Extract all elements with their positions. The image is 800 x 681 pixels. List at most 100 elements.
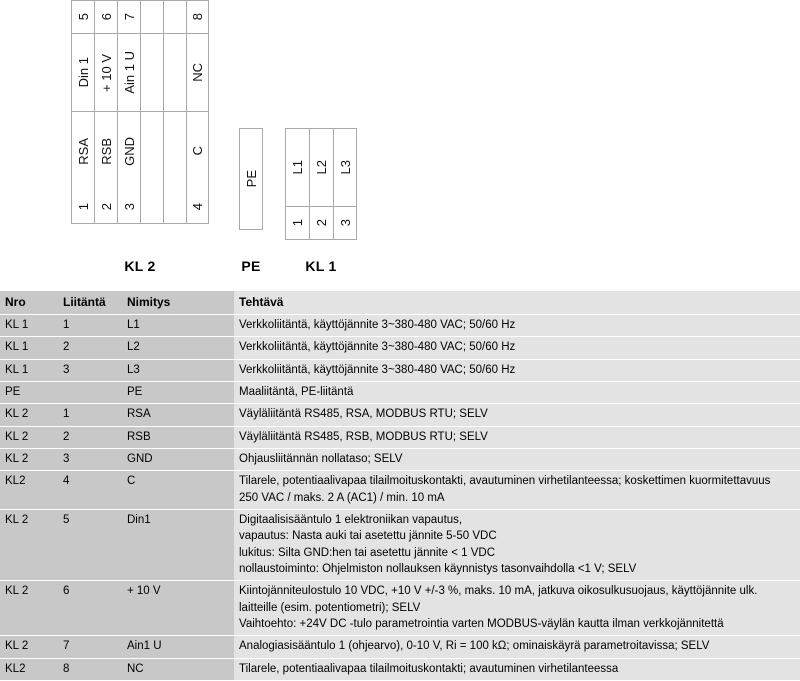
cell-tehtava: Tilarele, potentiaalivapaa tilailmoitusk…	[234, 658, 800, 680]
cell-tehtava: Verkkoliitäntä, käyttöjännite 3~380-480 …	[234, 315, 800, 337]
table-row: KL 2 7 Ain1 U Analogiasisääntulo 1 (ohjearv…	[0, 636, 800, 658]
tehtava-line: Väyläliitäntä RS485, RSA, MODBUS RTU; SE…	[239, 408, 488, 421]
kl2-bottom-label-5	[164, 112, 186, 190]
kl2-top-number-3-text: 7	[121, 13, 137, 21]
table-row: KL 1 3 L3 Verkkoliitäntä, käyttöjännite 3~3…	[0, 359, 800, 382]
kl1-label-2: L2	[310, 128, 333, 206]
cell-tehtava: Väyläliitäntä RS485, RSB, MODBUS RTU; SE…	[234, 426, 800, 448]
kl1-terminal-column-3: L3 3	[333, 128, 357, 240]
kl2-top-number-1-text: 5	[75, 13, 91, 21]
kl2-bottom-number-3: 3	[118, 190, 140, 224]
kl2-bottom-number-2-text: 2	[98, 202, 114, 211]
cell-nro: KL 2	[0, 636, 58, 658]
terminal-block-kl2: 5 Din 1 RSA 1 6 + 10 V RSB 2 7 Ain 1 U GND 3 8 NC C 4	[71, 0, 209, 224]
col-header-nimitys: Nimitys	[122, 291, 234, 315]
cell-tehtava: Maaliitäntä, PE-liitäntä	[234, 382, 800, 404]
kl2-top-label-2: + 10 V	[95, 34, 117, 112]
cell-liitanta: 2	[58, 426, 122, 448]
cell-nimitys: RSA	[122, 404, 234, 426]
cell-liitanta: 4	[58, 471, 122, 509]
kl2-top-number-6: 8	[187, 0, 208, 34]
table-header-row: Nro Liitäntä Nimitys Tehtävä	[0, 291, 800, 315]
terminal-block-pe: PE	[239, 128, 263, 230]
table-body: KL 1 1 L1 Verkkoliitäntä, käyttöjännite 3~3…	[0, 315, 800, 680]
table-row: KL2 8 NC Tilarele, potentiaalivapaa tilailm…	[0, 658, 800, 680]
kl2-top-label-6: NC	[187, 34, 208, 112]
table-row: KL 1 2 L2 Verkkoliitäntä, käyttöjännite 3~3…	[0, 337, 800, 359]
table-row: KL 2 5 Din1 Digitaalisisääntulo 1 elektroni…	[0, 509, 800, 581]
cell-nro: KL 2	[0, 404, 58, 426]
cell-nimitys: Din1	[122, 509, 234, 581]
kl2-bottom-number-6-text: 4	[190, 202, 205, 211]
kl2-terminal-column-4	[140, 0, 163, 224]
cell-tehtava: Digitaalisisääntulo 1 elektroniikan vapa…	[234, 509, 800, 581]
kl2-bottom-label-4	[141, 112, 163, 190]
cell-nimitys: L3	[122, 359, 234, 382]
cell-nimitys: Ain1 U	[122, 636, 234, 658]
tehtava-line: vapautus: Nasta auki tai asetettu jännit…	[239, 530, 497, 543]
kl2-bottom-label-1-text: RSA	[75, 137, 91, 165]
kl1-terminal-column-2: L2 2	[309, 128, 333, 240]
cell-nro: KL 2	[0, 509, 58, 581]
cell-nimitys: PE	[122, 382, 234, 404]
cell-liitanta: 8	[58, 658, 122, 680]
kl2-top-number-3: 7	[118, 0, 140, 34]
cell-nimitys: GND	[122, 449, 234, 471]
kl1-label-1: L1	[286, 128, 309, 206]
tehtava-line: Verkkoliitäntä, käyttöjännite 3~380-480 …	[239, 363, 516, 376]
cell-tehtava: Tilarele, potentiaalivapaa tilailmoitusk…	[234, 471, 800, 509]
tehtava-line: nollaustoiminto: Ohjelmiston nollauksen …	[239, 562, 637, 575]
terminal-block-diagram: 5 Din 1 RSA 1 6 + 10 V RSB 2 7 Ain 1 U GND 3 8 NC C 4 K…	[0, 0, 800, 288]
table-row: KL 2 6 + 10 V Kiintojänniteulostulo 10 VDC,…	[0, 581, 800, 636]
terminal-block-kl1-caption: KL 1	[305, 258, 337, 274]
cell-nro: KL 2	[0, 581, 58, 636]
kl2-top-number-4	[141, 0, 163, 34]
kl2-top-number-5	[164, 0, 186, 34]
terminal-block-kl2-caption: KL 2	[124, 258, 156, 274]
tehtava-line: 250 VAC / maks. 2 A (AC1) / min. 10 mA	[239, 491, 445, 504]
tehtava-line: Ohjausliitännän nollataso; SELV	[239, 453, 403, 465]
cell-tehtava: Kiintojänniteulostulo 10 VDC, +10 V +/-3…	[234, 581, 800, 636]
cell-nimitys: + 10 V	[122, 581, 234, 636]
kl2-bottom-number-2: 2	[95, 190, 117, 224]
kl2-bottom-label-3-text: GND	[121, 136, 137, 166]
cell-liitanta	[58, 382, 122, 404]
table-row: PE PE Maaliitäntä, PE-liitäntä	[0, 382, 800, 404]
tehtava-line: Verkkoliitäntä, käyttöjännite 3~380-480 …	[239, 319, 516, 332]
kl1-label-2-text: L2	[314, 160, 329, 175]
kl2-bottom-label-3: GND	[118, 112, 140, 190]
kl2-bottom-number-4	[141, 190, 163, 224]
cell-liitanta: 3	[58, 449, 122, 471]
cell-nro: KL 1	[0, 337, 58, 359]
kl1-label-1-text: L1	[290, 160, 305, 175]
cell-nimitys: L2	[122, 337, 234, 359]
pe-terminal-column-1: PE	[239, 128, 263, 230]
cell-tehtava: Ohjausliitännän nollataso; SELV	[234, 449, 800, 471]
kl1-number-3: 3	[334, 206, 356, 240]
cell-liitanta: 5	[58, 509, 122, 581]
kl2-top-number-2-text: 6	[98, 13, 114, 21]
table-row: KL2 4 C Tilarele, potentiaalivapaa tilailmo…	[0, 471, 800, 509]
kl2-terminal-column-3: 7 Ain 1 U GND 3	[117, 0, 140, 224]
cell-nimitys: RSB	[122, 426, 234, 448]
cell-tehtava: Väyläliitäntä RS485, RSA, MODBUS RTU; SE…	[234, 404, 800, 426]
cell-liitanta: 1	[58, 315, 122, 337]
tehtava-line: laitteille (esim. potentiometri); SELV	[239, 601, 421, 614]
cell-tehtava: Verkkoliitäntä, käyttöjännite 3~380-480 …	[234, 337, 800, 359]
kl2-terminal-column-2: 6 + 10 V RSB 2	[94, 0, 117, 224]
terminal-assignment-table: Nro Liitäntä Nimitys Tehtävä KL 1 1 L1 Verk…	[0, 290, 800, 681]
pe-label-1-text: PE	[243, 170, 259, 188]
pe-label-1: PE	[240, 129, 262, 229]
kl1-number-1: 1	[286, 206, 309, 240]
kl2-terminal-column-6: 8 NC C 4	[186, 0, 209, 224]
kl1-number-2-text: 2	[314, 219, 329, 227]
col-header-liitanta: Liitäntä	[58, 291, 122, 315]
kl2-terminal-column-1: 5 Din 1 RSA 1	[71, 0, 94, 224]
cell-tehtava: Verkkoliitäntä, käyttöjännite 3~380-480 …	[234, 359, 800, 382]
table-row: KL 1 1 L1 Verkkoliitäntä, käyttöjännite 3~3…	[0, 315, 800, 337]
kl2-bottom-label-2-text: RSB	[98, 137, 114, 165]
table-header: Nro Liitäntä Nimitys Tehtävä	[0, 291, 800, 315]
terminal-block-kl1: L1 1 L2 2 L3 3	[285, 128, 357, 240]
tehtava-line: Väyläliitäntä RS485, RSB, MODBUS RTU; SE…	[239, 430, 488, 443]
kl2-top-label-5	[164, 34, 186, 112]
